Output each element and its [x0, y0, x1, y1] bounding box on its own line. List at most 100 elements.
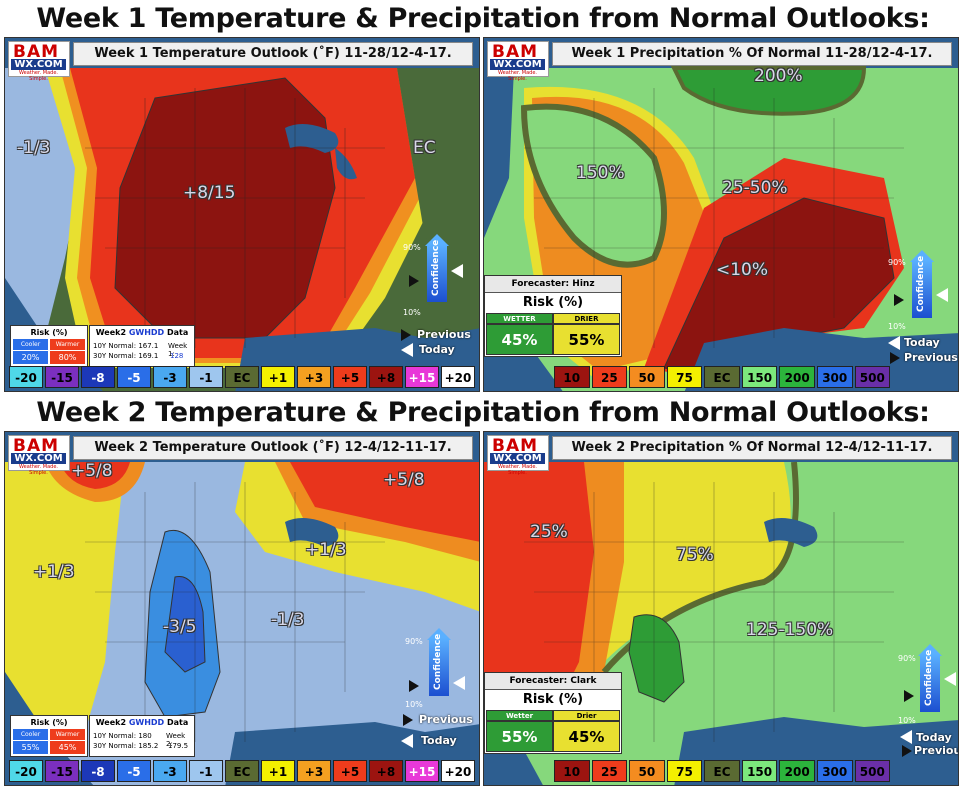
temperature-scale: -20 -15 -8 -5 -3 -1 EC +1 +3 +5 +8 +15 +20	[9, 366, 475, 388]
gwhdd-data-box: Week2 GWHDD Data 10Y Normal: 167.1 30Y N…	[89, 325, 195, 367]
scale-cell: 200	[779, 760, 815, 782]
risk-box: Risk (%) Cooler Warmer 20% 80%	[10, 325, 88, 367]
scale-cell: 150	[741, 366, 778, 388]
forecaster-risk-box: Forecaster: Clark Risk (%) Wetter Drier …	[484, 672, 622, 754]
scale-cell: +20	[441, 366, 475, 388]
scale-cell: +8	[369, 366, 403, 388]
gwhdd-data-box: Week2 GWHDD Data 10Y Normal: 180 30Y Nor…	[89, 715, 195, 757]
scale-cell: -5	[117, 760, 151, 782]
scale-cell: 25	[591, 366, 628, 388]
scale-cell: -15	[45, 760, 79, 782]
scale-cell: +1	[261, 760, 295, 782]
week1-temperature-panel: BAM WX.COM Weather. Made. Simple. Week 1…	[4, 37, 480, 392]
map-label: +1/3	[33, 562, 75, 582]
scale-cell: +1	[261, 366, 295, 388]
map-label: -1/3	[271, 610, 305, 630]
temperature-scale: -20 -15 -8 -5 -3 -1 EC +1 +3 +5 +8 +15 +20	[9, 760, 475, 782]
scale-cell: +5	[333, 366, 367, 388]
scale-cell: -8	[81, 366, 115, 388]
map-label: 75%	[676, 545, 714, 565]
map-label: -3/5	[163, 617, 197, 637]
today-legend-icon	[888, 336, 900, 350]
map-label: EC	[413, 138, 436, 158]
scale-cell: -20	[9, 760, 43, 782]
map-label: +8/15	[183, 183, 236, 203]
week2-temperature-panel: BAM WX.COM Weather. Made. Simple. Week 2…	[4, 431, 480, 786]
scale-cell: -1	[189, 760, 223, 782]
bamwx-logo: BAM WX.COM Weather. Made. Simple.	[487, 435, 549, 476]
panel-title: Week 1 Temperature Outlook (˚F) 11-28/12…	[73, 42, 473, 66]
map-label: +5/8	[383, 470, 425, 490]
panel-title: Week 1 Precipitation % Of Normal 11-28/1…	[552, 42, 952, 66]
scale-cell: -3	[153, 760, 187, 782]
scale-cell: 50	[629, 366, 665, 388]
bamwx-logo: BAM WX.COM Weather. Made. Simple.	[8, 435, 70, 476]
scale-cell: EC	[225, 760, 259, 782]
scale-cell: +3	[297, 760, 331, 782]
previous-legend-icon	[902, 745, 912, 757]
bamwx-logo: BAM WX.COM Weather. Made. Simple.	[487, 41, 549, 82]
map-label: +1/3	[305, 540, 347, 560]
confidence-meter: Confidence	[425, 234, 449, 302]
week1-temperature-map	[5, 38, 479, 391]
confidence-meter: Confidence	[427, 628, 451, 696]
today-marker-icon	[944, 672, 956, 686]
risk-box: Risk (%) Cooler Warmer 55% 45%	[10, 715, 88, 757]
week2-precipitation-panel: BAM WX.COM Weather. Made. Simple. Week 2…	[483, 431, 959, 786]
previous-marker-icon	[409, 275, 419, 287]
map-label: <10%	[716, 260, 769, 280]
previous-marker-icon	[904, 690, 914, 702]
scale-cell: -1	[189, 366, 223, 388]
today-legend-icon	[401, 734, 413, 748]
scale-cell: +5	[333, 760, 367, 782]
map-label: 25%	[530, 522, 568, 542]
scale-cell: 10	[554, 366, 590, 388]
forecaster-risk-box: Forecaster: Hinz Risk (%) WETTER DRIER 4…	[484, 275, 622, 357]
scale-cell: +8	[369, 760, 403, 782]
today-marker-icon	[453, 676, 465, 690]
scale-cell: 200	[779, 366, 815, 388]
confidence-meter: Confidence	[918, 644, 942, 712]
scale-cell: 300	[816, 760, 853, 782]
week1-section-title: Week 1 Temperature & Precipitation from …	[36, 3, 930, 34]
map-label: 150%	[576, 163, 625, 183]
previous-legend-icon	[890, 352, 900, 364]
today-legend-icon	[401, 343, 413, 357]
scale-cell: 150	[741, 760, 778, 782]
scale-cell: 300	[816, 366, 853, 388]
scale-cell: 75	[666, 366, 703, 388]
scale-cell: +15	[405, 366, 439, 388]
scale-cell: EC	[704, 366, 740, 388]
scale-cell: -5	[117, 366, 151, 388]
scale-cell: -20	[9, 366, 43, 388]
today-legend-icon	[900, 730, 912, 744]
week2-temperature-map	[5, 432, 479, 785]
scale-cell: 500	[854, 366, 891, 388]
scale-cell: +3	[297, 366, 331, 388]
today-marker-icon	[451, 264, 463, 278]
scale-cell: -8	[81, 760, 115, 782]
scale-cell: EC	[704, 760, 740, 782]
bamwx-logo: BAM WX.COM Weather. Made. Simple.	[8, 41, 70, 82]
scale-cell: -3	[153, 366, 187, 388]
precipitation-scale: 10 25 50 75 EC 150 200 300 500	[554, 366, 891, 388]
panel-title: Week 2 Precipitation % Of Normal 12-4/12…	[552, 436, 952, 460]
map-label: 200%	[754, 66, 803, 86]
map-label: 125-150%	[746, 620, 834, 640]
week1-precipitation-panel: BAM WX.COM Weather. Made. Simple. Week 1…	[483, 37, 959, 392]
scale-cell: 25	[591, 760, 628, 782]
today-marker-icon	[936, 288, 948, 302]
scale-cell: +15	[405, 760, 439, 782]
map-label: 25-50%	[722, 178, 788, 198]
scale-cell: -15	[45, 366, 79, 388]
precipitation-scale: 10 25 50 75 EC 150 200 300 500	[554, 760, 891, 782]
previous-marker-icon	[894, 294, 904, 306]
confidence-meter: Confidence	[910, 250, 934, 318]
scale-cell: 10	[554, 760, 590, 782]
week2-section-title: Week 2 Temperature & Precipitation from …	[36, 397, 930, 428]
scale-cell: +20	[441, 760, 475, 782]
panel-title: Week 2 Temperature Outlook (˚F) 12-4/12-…	[73, 436, 473, 460]
scale-cell: 500	[854, 760, 891, 782]
map-label: -1/3	[17, 138, 51, 158]
previous-legend-icon	[401, 329, 411, 341]
